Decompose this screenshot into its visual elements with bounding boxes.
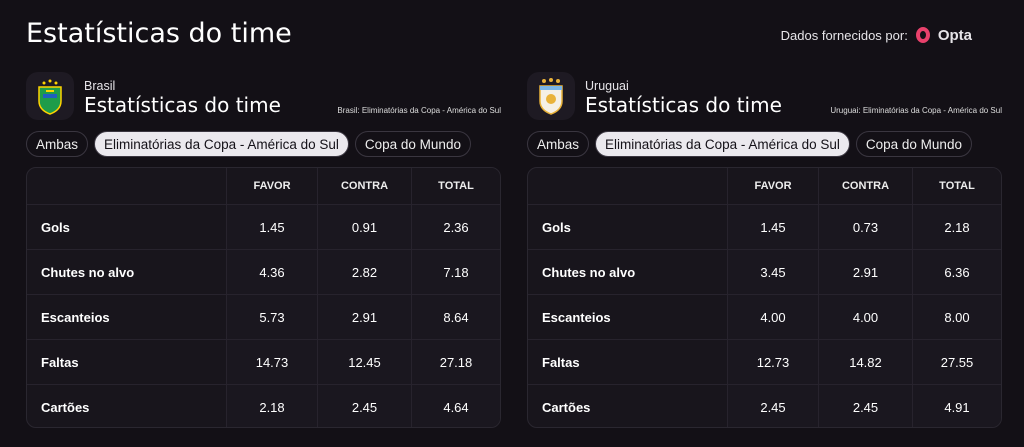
team-name: Uruguai	[585, 79, 629, 93]
page-title: Estatísticas do time	[26, 18, 292, 49]
stat-value: 4.91	[912, 384, 1001, 427]
stat-value: 14.73	[226, 339, 317, 384]
stat-value: 2.18	[226, 384, 317, 427]
tab-bar: Ambas Eliminatórias da Copa - América do …	[26, 131, 471, 157]
stat-value: 2.45	[727, 384, 818, 427]
row-label: Cartões	[528, 384, 727, 427]
opta-icon	[915, 27, 930, 43]
stat-value: 3.45	[727, 249, 818, 294]
team-name: Brasil	[84, 79, 116, 93]
header-cell	[528, 168, 727, 204]
tab[interactable]: Copa do Mundo	[354, 131, 471, 157]
stat-value: 2.82	[317, 249, 411, 294]
row-label: Cartões	[27, 384, 226, 427]
stat-value: 4.36	[226, 249, 317, 294]
tab[interactable]: Eliminatórias da Copa - América do Sul	[595, 131, 850, 157]
stat-value: 8.64	[411, 294, 500, 339]
provider-label: Dados fornecidos por:	[780, 27, 908, 43]
tab[interactable]: Ambas	[527, 131, 590, 157]
column-header: CONTRA	[818, 168, 912, 204]
stat-value: 4.00	[818, 294, 912, 339]
stat-value: 7.18	[411, 249, 500, 294]
team-crest	[38, 79, 62, 115]
team-panel: Brasil Estatísticas do time Brasil: Elimin…	[26, 72, 501, 428]
tab[interactable]: Ambas	[26, 131, 89, 157]
competition-label: Uruguai: Eliminatórias da Copa - América…	[830, 106, 1002, 115]
row-label: Escanteios	[528, 294, 727, 339]
stat-value: 12.45	[317, 339, 411, 384]
stat-value: 2.91	[818, 249, 912, 294]
team-panel: Uruguai Estatísticas do time Uruguai: Elim…	[527, 72, 1002, 428]
panel-title: Estatísticas do time	[84, 93, 281, 117]
stat-value: 0.73	[818, 204, 912, 249]
stat-value: 2.18	[912, 204, 1001, 249]
stat-value: 0.91	[317, 204, 411, 249]
header-cell	[27, 168, 226, 204]
team-logo	[527, 72, 575, 120]
row-label: Gols	[27, 204, 226, 249]
stat-value: 1.45	[727, 204, 818, 249]
stat-value: 2.91	[317, 294, 411, 339]
provider-name[interactable]: Opta	[937, 26, 972, 44]
stat-value: 14.82	[818, 339, 912, 384]
tab[interactable]: Eliminatórias da Copa - América do Sul	[94, 131, 349, 157]
stats-table: FAVOR CONTRA TOTAL Gols 1.45 0.91 2.36 Chutes n…	[26, 167, 501, 428]
stat-value: 1.45	[226, 204, 317, 249]
row-label: Escanteios	[27, 294, 226, 339]
stat-value: 27.18	[411, 339, 500, 384]
tab[interactable]: Copa do Mundo	[855, 131, 972, 157]
stat-value: 2.36	[411, 204, 500, 249]
stat-value: 12.73	[727, 339, 818, 384]
stat-value: 4.00	[727, 294, 818, 339]
team-logo	[26, 72, 74, 120]
stat-value: 8.00	[912, 294, 1001, 339]
stat-value: 4.64	[411, 384, 500, 427]
tab-bar: Ambas Eliminatórias da Copa - América do …	[527, 131, 972, 157]
column-header: FAVOR	[226, 168, 317, 204]
stat-value: 6.36	[912, 249, 1001, 294]
provider: Dados fornecidos por: Opta	[781, 26, 972, 44]
competition-label: Brasil: Eliminatórias da Copa - América …	[337, 106, 501, 115]
stat-value: 27.55	[912, 339, 1001, 384]
row-label: Faltas	[528, 339, 727, 384]
row-label: Gols	[528, 204, 727, 249]
row-label: Chutes no alvo	[528, 249, 727, 294]
stats-table: FAVOR CONTRA TOTAL Gols 1.45 0.73 2.18 Chutes n…	[527, 167, 1002, 428]
panel-title: Estatísticas do time	[585, 93, 782, 117]
team-crest	[539, 78, 563, 115]
stat-value: 2.45	[317, 384, 411, 427]
row-label: Faltas	[27, 339, 226, 384]
row-label: Chutes no alvo	[27, 249, 226, 294]
column-header: CONTRA	[317, 168, 411, 204]
column-header: TOTAL	[411, 168, 500, 204]
stat-value: 5.73	[226, 294, 317, 339]
stat-value: 2.45	[818, 384, 912, 427]
column-header: FAVOR	[727, 168, 818, 204]
column-header: TOTAL	[912, 168, 1001, 204]
